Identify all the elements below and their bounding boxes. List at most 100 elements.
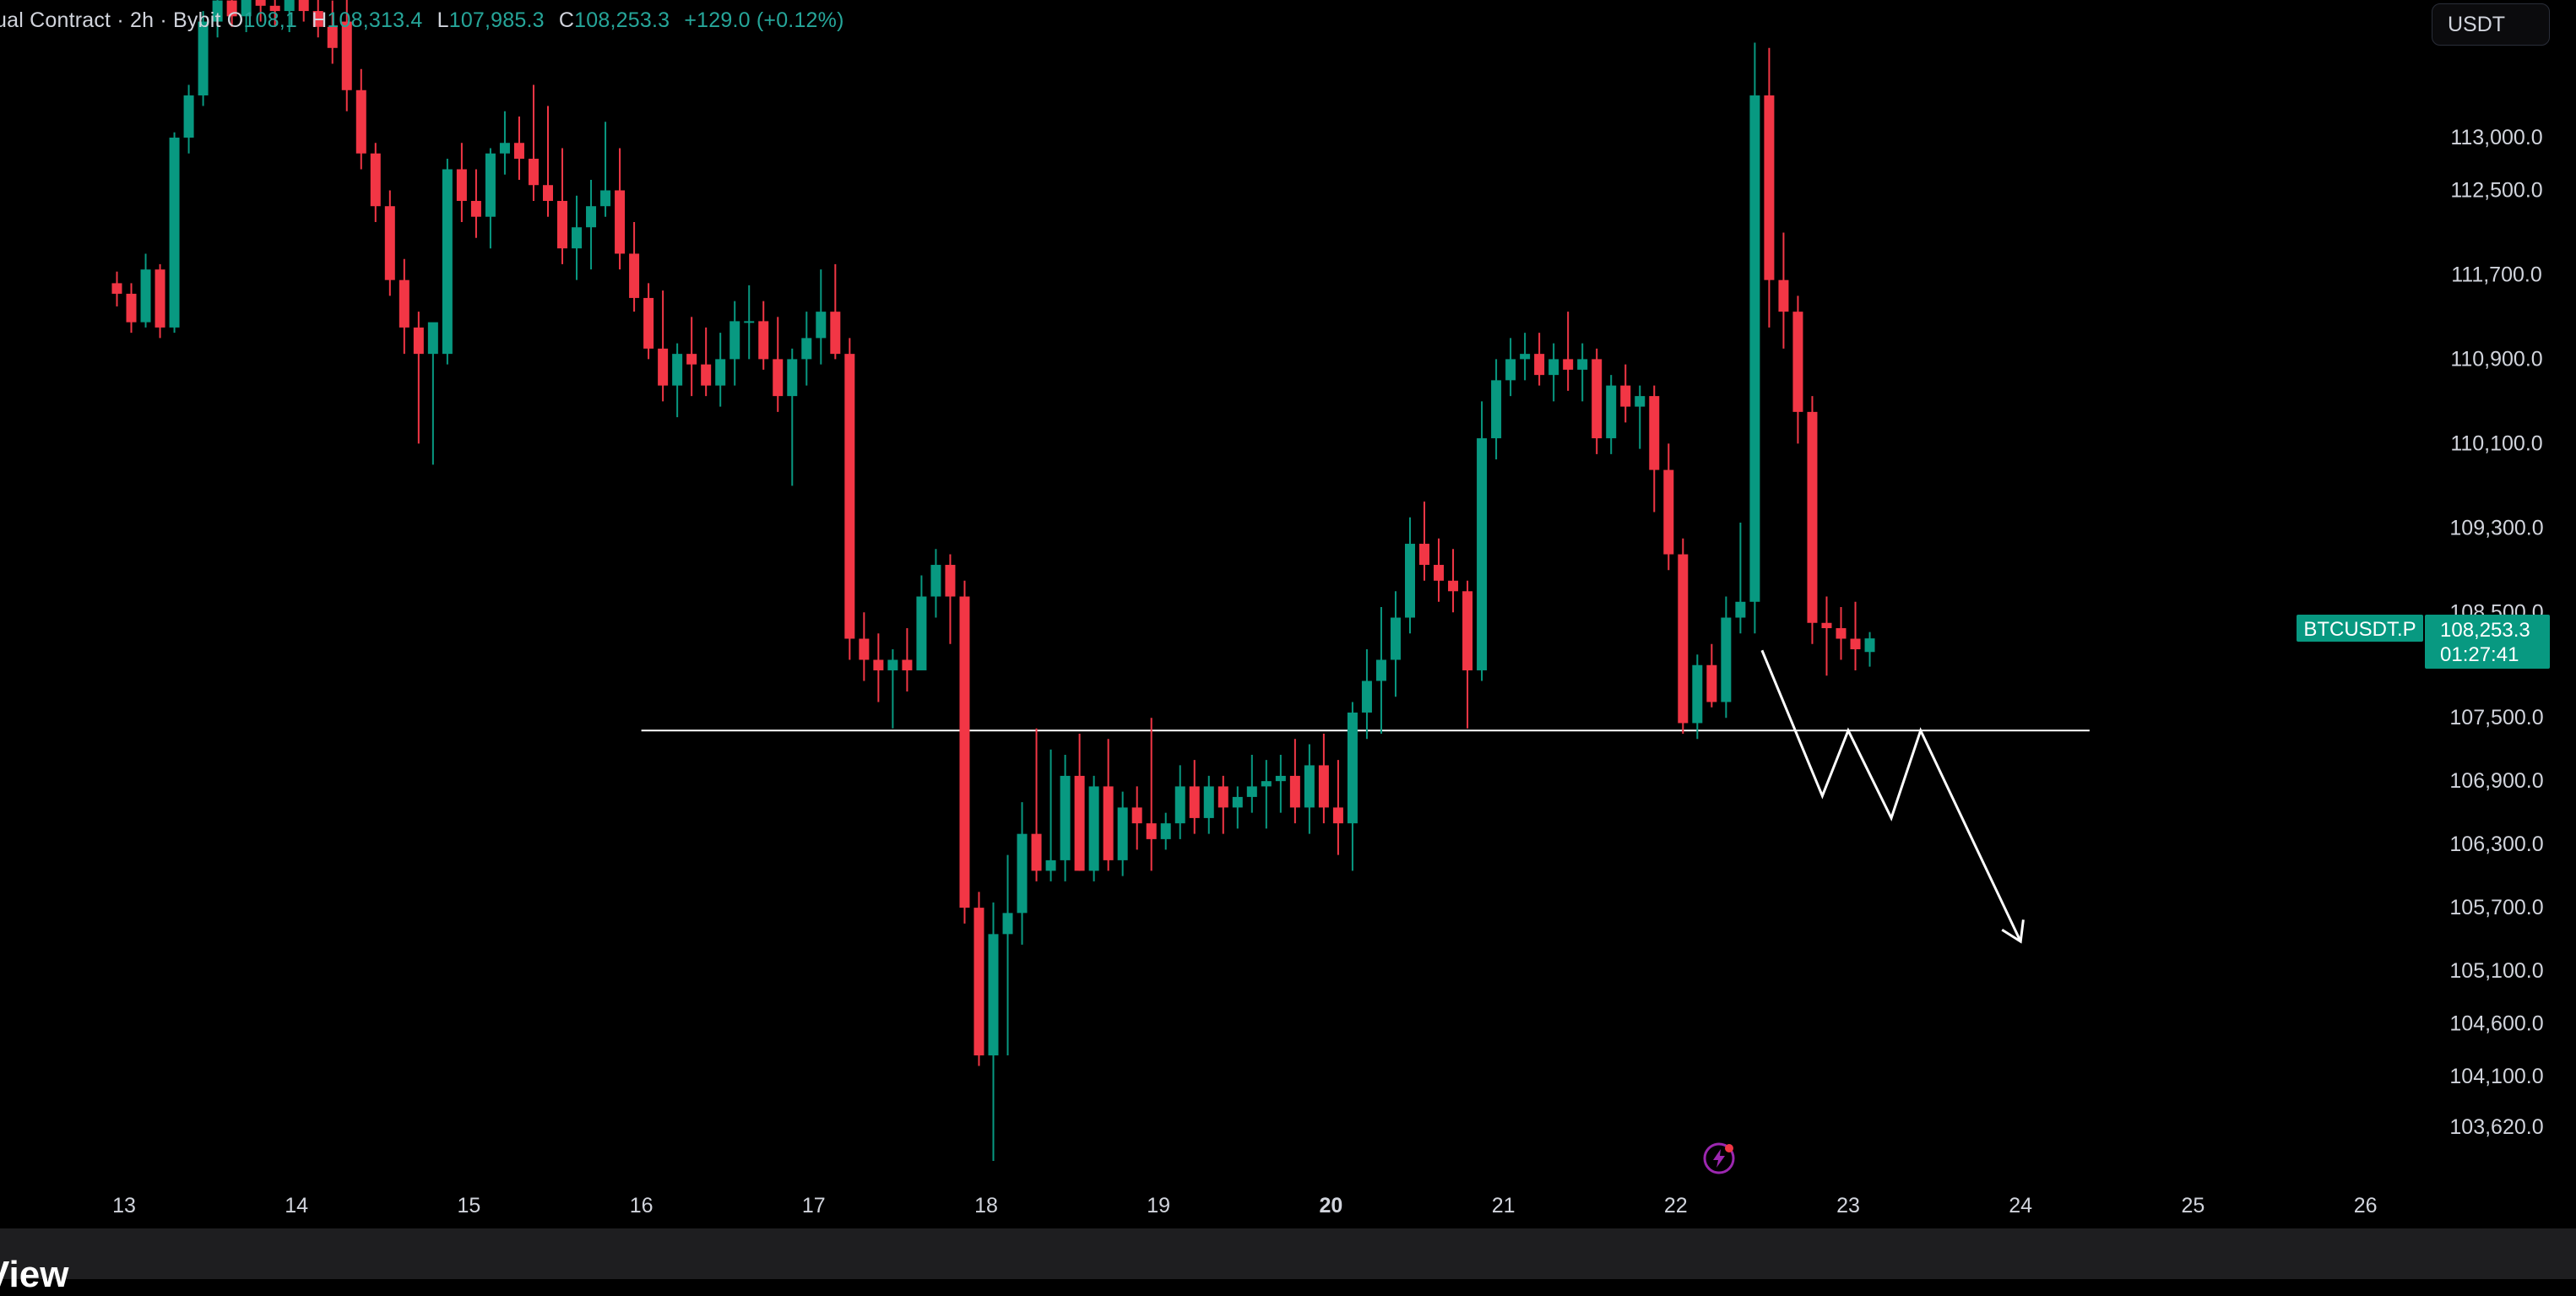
candle-up xyxy=(715,359,726,386)
price-tick-label: 112,500.0 xyxy=(2450,178,2542,202)
candle-up xyxy=(1505,359,1516,381)
candle-up xyxy=(1246,786,1257,797)
candle-up xyxy=(572,227,583,249)
candle-up xyxy=(1117,807,1128,860)
price-tick-label: 111,700.0 xyxy=(2451,263,2542,286)
candle-down xyxy=(629,253,640,298)
candle-down xyxy=(686,354,697,365)
candle-down xyxy=(384,206,395,280)
candle-up xyxy=(427,322,438,355)
candle-down xyxy=(470,200,481,217)
candle-down xyxy=(1534,354,1545,376)
candle-down xyxy=(1778,279,1789,312)
time-tick-label: 15 xyxy=(457,1194,480,1217)
candle-up xyxy=(1017,833,1028,914)
price-tick-label: 110,900.0 xyxy=(2450,347,2542,371)
open-label: O xyxy=(226,8,244,32)
projection-arrowhead xyxy=(2001,919,2025,944)
price-tick-label: 109,300.0 xyxy=(2449,516,2543,540)
candle-up xyxy=(1477,438,1488,670)
candle-down xyxy=(298,0,309,12)
candle-up xyxy=(1749,95,1760,602)
candle-down xyxy=(830,312,841,355)
candle-down xyxy=(1146,823,1157,839)
time-tick-label: 17 xyxy=(802,1194,826,1217)
price-tags: BTCUSDT.P 108,253.3 01:27:41 xyxy=(2297,615,2550,669)
candle-up xyxy=(485,153,496,217)
candle-up xyxy=(1635,396,1646,407)
candle-down xyxy=(399,279,409,328)
symbol-description: ual Contract · 2h · Bybit xyxy=(0,8,221,32)
price-axis[interactable]: 113,000.0 112,500.0 111,700.0 110,900.0 110,… xyxy=(2449,126,2543,1139)
time-tick-label: 21 xyxy=(1492,1194,1516,1217)
price-tick-label: 105,100.0 xyxy=(2449,959,2543,983)
candle-down xyxy=(844,354,855,639)
candle-up xyxy=(1864,638,1875,653)
candle-down xyxy=(355,89,366,154)
candle-up xyxy=(442,169,453,355)
projection-arrow-drawing[interactable] xyxy=(1760,649,2025,944)
candle-down xyxy=(1131,807,1142,824)
candle-up xyxy=(787,359,798,397)
candle-down xyxy=(126,293,137,323)
candle-up xyxy=(1491,380,1502,439)
candle-down xyxy=(1649,396,1660,470)
price-change: +129.0 (+0.12%) xyxy=(684,8,844,32)
candle-down xyxy=(1448,580,1459,592)
candle-down xyxy=(1189,786,1200,818)
candle-up xyxy=(916,596,927,670)
time-axis[interactable]: 13 14 15 16 17 18 19 20 21 22 23 24 25 26 xyxy=(112,1194,2377,1217)
candle-down xyxy=(1289,775,1300,808)
candle-up xyxy=(1361,681,1372,713)
candle-down xyxy=(1217,786,1228,808)
currency-selector[interactable]: USDT xyxy=(2432,3,2550,46)
time-tick-label: 24 xyxy=(2009,1194,2032,1217)
candle-down xyxy=(1821,622,1832,629)
candle-up xyxy=(586,206,597,228)
candle-down xyxy=(859,638,870,660)
candle-down xyxy=(1434,565,1445,581)
price-tick-label: 110,100.0 xyxy=(2450,431,2542,455)
candle-down xyxy=(1103,786,1114,860)
candle-down xyxy=(1592,359,1603,439)
candle-down xyxy=(513,143,524,159)
candle-up xyxy=(1390,617,1401,660)
price-tick-label: 113,000.0 xyxy=(2450,126,2542,149)
candle-down xyxy=(773,359,784,397)
candle-up xyxy=(816,312,827,339)
time-tick-label: 19 xyxy=(1147,1194,1170,1217)
candle-down xyxy=(1836,628,1847,639)
brand-logo-text: View xyxy=(0,1254,69,1295)
price-tick-label: 106,900.0 xyxy=(2449,769,2543,793)
candle-down xyxy=(312,11,323,27)
ohlc-legend: ual Contract · 2h · Bybit O108,1 H108,31… xyxy=(0,8,844,33)
candlestick-series xyxy=(111,0,1875,1161)
candle-down xyxy=(701,364,712,386)
candle-down xyxy=(1850,638,1861,649)
time-tick-label: 26 xyxy=(2354,1194,2378,1217)
candle-up xyxy=(1548,359,1559,376)
candle-up xyxy=(1232,796,1243,808)
candle-up xyxy=(1275,775,1286,782)
candle-up xyxy=(1347,712,1358,824)
candle-down xyxy=(1678,554,1689,724)
time-tick-label: 23 xyxy=(1836,1194,1860,1217)
candle-down xyxy=(255,0,266,6)
candle-down xyxy=(658,348,669,386)
candle-up xyxy=(183,95,194,138)
candle-up xyxy=(744,321,755,323)
candle-up xyxy=(887,659,898,670)
price-tick-label: 106,300.0 xyxy=(2449,832,2543,856)
candle-up xyxy=(1045,859,1056,871)
candle-up xyxy=(284,0,295,12)
projection-path[interactable] xyxy=(1760,649,2022,942)
lightning-bolt-icon[interactable] xyxy=(1702,1141,1736,1175)
candle-up xyxy=(212,0,223,22)
time-tick-label: 14 xyxy=(285,1194,308,1217)
candle-down xyxy=(1807,411,1818,623)
bar-countdown: 01:27:41 xyxy=(2440,643,2519,666)
candle-down xyxy=(327,26,338,48)
price-tick-label: 103,620.0 xyxy=(2449,1115,2543,1139)
candle-up xyxy=(1721,617,1732,702)
